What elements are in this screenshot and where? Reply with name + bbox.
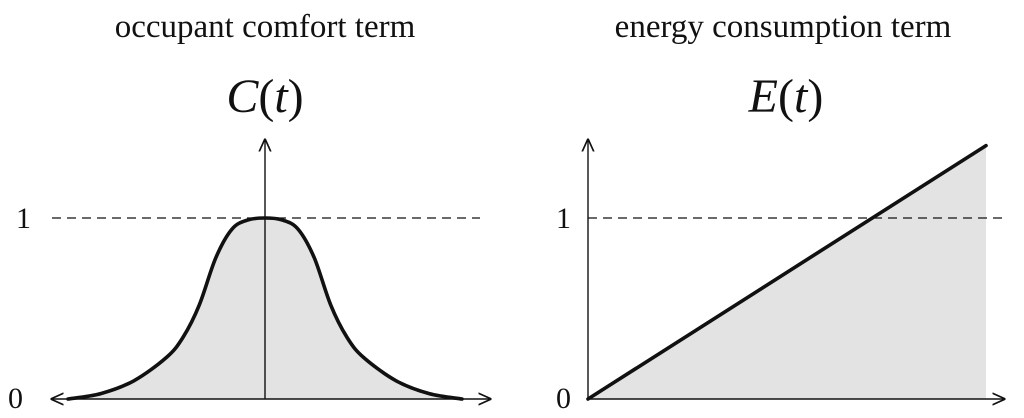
energy-panel: energy consumption term E(t) 1 0 <box>556 9 1004 415</box>
comfort-panel: occupant comfort term C(t) 1 0 <box>8 9 490 415</box>
energy-function-label: E(t) <box>748 70 824 123</box>
energy-title: energy consumption term <box>615 9 952 45</box>
energy-line <box>586 143 988 401</box>
comfort-function-label: C(t) <box>226 70 303 123</box>
comfort-function-label-text: C <box>226 70 259 123</box>
energy-ytick-0: 0 <box>556 382 571 415</box>
comfort-title: occupant comfort term <box>115 9 416 45</box>
comfort-ytick-0: 0 <box>8 382 23 415</box>
energy-ytick-1: 1 <box>556 202 571 235</box>
comfort-curve <box>66 216 464 401</box>
comfort-ytick-1: 1 <box>16 202 31 235</box>
